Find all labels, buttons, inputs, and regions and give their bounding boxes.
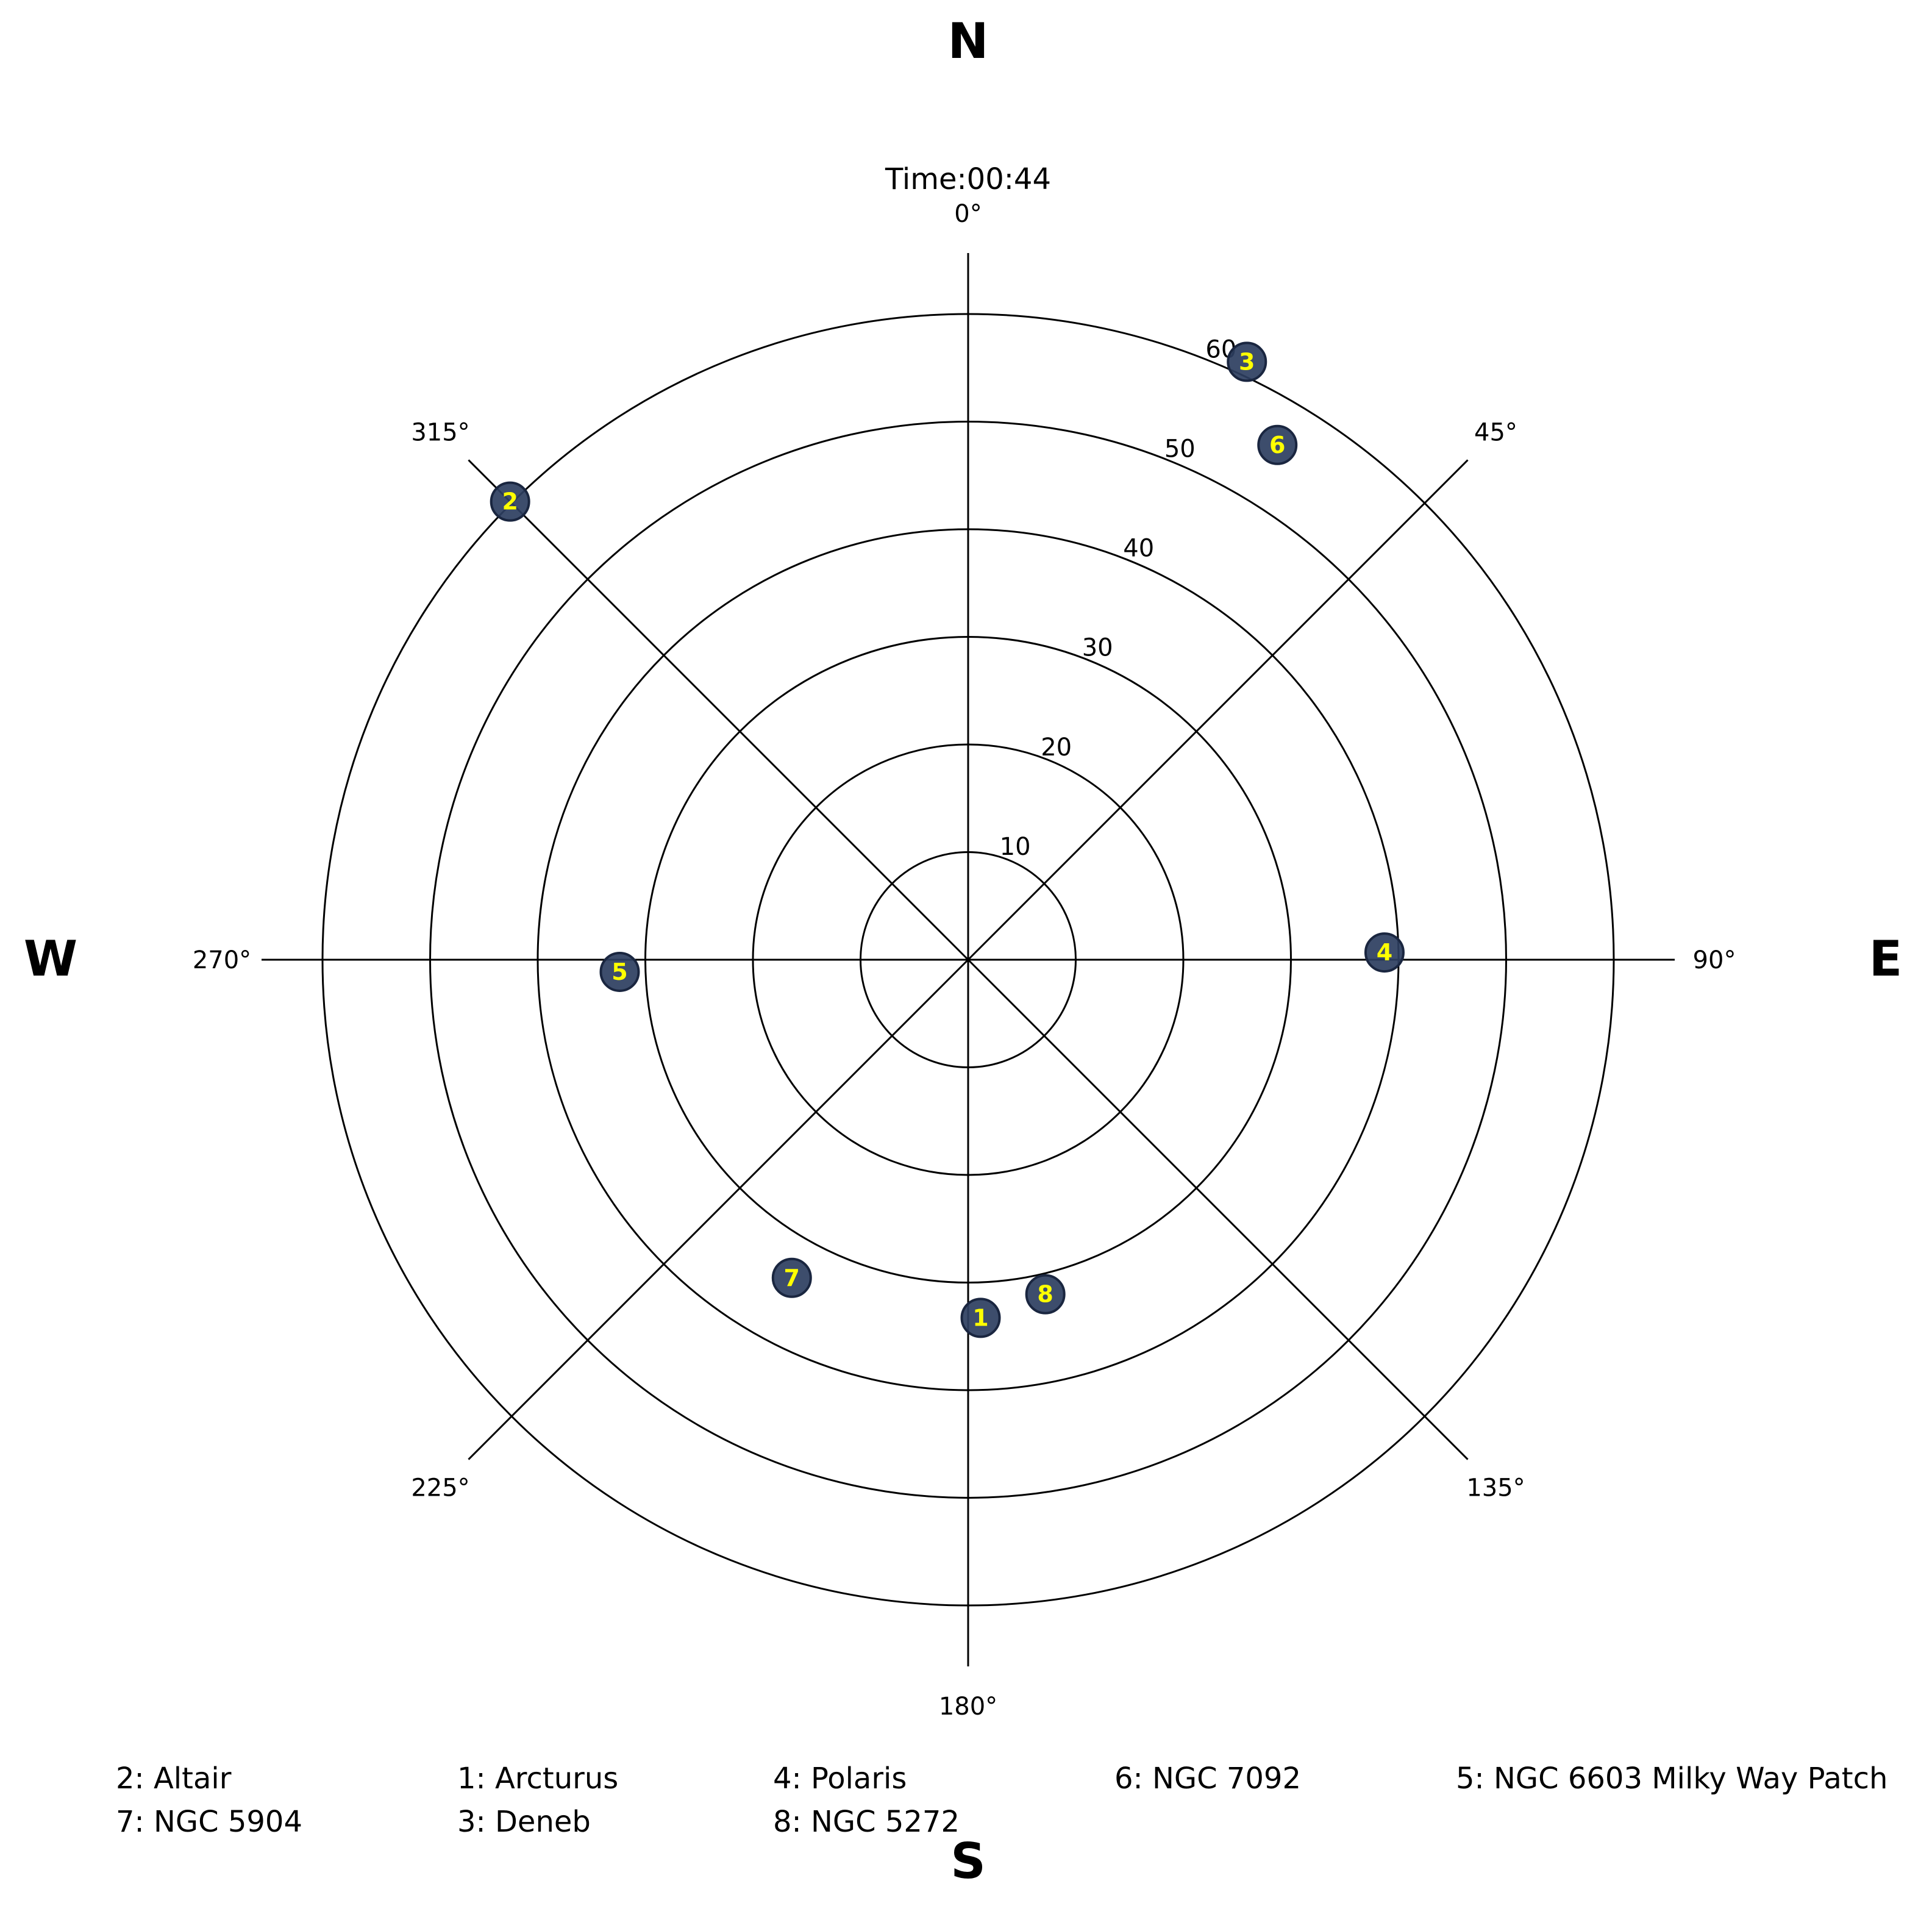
marker-label: 5 [611,958,627,985]
azimuth-gridline [967,459,1469,961]
radial-tick-label: 40 [1123,535,1154,563]
legend-entry: 3: Deneb [457,1805,591,1839]
azimuth-gridline [967,958,1469,1460]
azimuth-tick-label: 225° [411,1474,469,1502]
object-marker-7: 7 [771,1257,812,1298]
object-marker-8: 8 [1025,1274,1066,1315]
legend-entry: 5: NGC 6603 Milky Way Patch [1456,1762,1887,1796]
marker-dot [1025,1274,1066,1315]
legend-entry: 4: Polaris [773,1762,907,1796]
legend: 2: Altair 7: NGC 5904 1: Arcturus 3: Den… [116,1762,1887,1839]
marker-dot [1257,424,1298,465]
azimuth-tick-label: 45° [1474,419,1517,447]
compass-south: S [950,1833,986,1890]
radial-tick-label: 50 [1164,435,1196,463]
radial-tick-label: 20 [1041,734,1072,762]
legend-entry: 6: NGC 7092 [1114,1762,1301,1796]
object-marker-5: 5 [599,951,640,992]
object-marker-4: 4 [1364,932,1405,973]
radial-tick-label: 10 [1000,833,1031,861]
marker-dot [1227,341,1267,382]
azimuth-tick-label: 315° [411,419,469,447]
marker-label: 4 [1377,939,1392,966]
radial-tick-label: 30 [1082,634,1113,662]
marker-label: 7 [784,1265,800,1291]
azimuth-spokes: 0° 45° 90° 135° 180° 225° 270° 315° [193,200,1736,1721]
legend-entry: 7: NGC 5904 [116,1805,302,1839]
azimuth-tick-label: 180° [939,1693,997,1721]
marker-dot [599,951,640,992]
marker-label: 6 [1269,432,1285,459]
marker-dot [771,1257,812,1298]
azimuth-gridline [468,958,969,1460]
chart-title: Time:00:44 [885,162,1051,196]
marker-label: 8 [1037,1281,1053,1308]
marker-label: 3 [1239,348,1255,375]
azimuth-tick-label: 90° [1693,946,1736,974]
object-markers: 1 2 3 4 5 6 7 8 [490,341,1405,1338]
azimuth-tick-label: 135° [1466,1474,1525,1502]
marker-label: 2 [502,488,518,515]
object-marker-6: 6 [1257,424,1298,465]
compass-east: E [1869,930,1903,987]
object-marker-2: 2 [490,481,530,522]
legend-entry: 1: Arcturus [457,1762,618,1796]
compass-west: W [24,930,77,987]
azimuth-tick-label: 0° [954,200,982,228]
azimuth-tick-label: 270° [193,946,251,974]
legend-entry: 2: Altair [116,1762,232,1796]
compass-north: N [948,13,989,70]
marker-label: 1 [972,1304,988,1331]
marker-dot [960,1298,1001,1338]
object-marker-3: 3 [1227,341,1267,382]
object-marker-1: 1 [960,1298,1001,1338]
legend-entry: 8: NGC 5272 [773,1805,960,1839]
azimuth-gridline [468,459,969,961]
marker-dot [1364,932,1405,973]
marker-dot [490,481,530,522]
